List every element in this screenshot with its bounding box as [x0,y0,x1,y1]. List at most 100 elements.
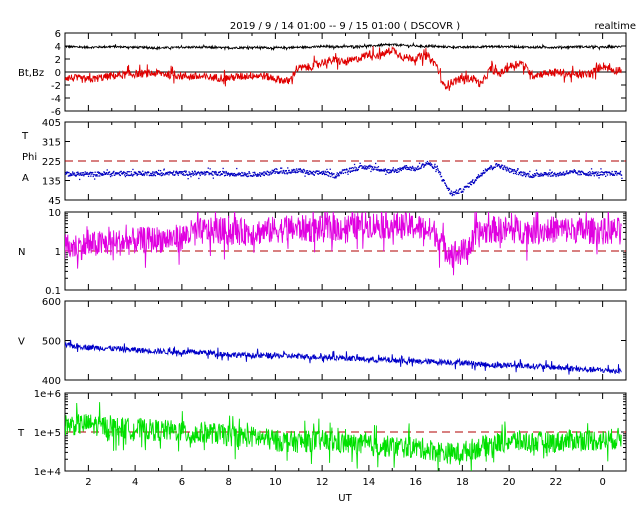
data-point [208,172,210,174]
data-point [460,188,462,190]
data-point [446,185,448,188]
data-point [467,186,469,188]
data-point [115,172,117,174]
data-point [252,171,254,174]
y-axis-label: T [17,428,25,439]
data-point [356,169,358,171]
data-point [567,173,569,175]
data-point [500,166,502,168]
data-point [307,172,309,174]
data-point [619,172,621,174]
data-point [485,169,487,171]
data-point [549,175,552,177]
data-point [523,173,525,175]
data-point [246,175,249,178]
data-point [139,171,142,173]
data-point [439,172,442,174]
data-point [434,166,437,168]
data-point [171,172,173,174]
data-point [167,171,170,173]
data-point [92,175,94,178]
data-point [449,193,452,195]
data-point [223,175,226,177]
data-point [523,174,525,176]
data-point [529,175,531,177]
data-point [547,173,550,175]
data-point [237,174,239,176]
data-point [259,175,262,177]
data-point [604,171,606,173]
data-point [276,168,278,171]
data-point [295,171,297,173]
x-tick-label: 16 [409,477,422,488]
data-point [252,175,254,177]
data-point [274,172,276,174]
data-point [455,192,457,195]
data-point [195,172,197,174]
data-point [244,172,246,174]
data-point [342,172,344,174]
data-point [331,172,333,174]
data-point [175,172,177,174]
data-point [601,174,603,176]
data-point [330,173,332,175]
x-tick-label: 6 [179,477,185,488]
data-point [403,166,406,168]
data-point [100,173,102,175]
data-point [275,168,277,170]
data-point [490,166,492,168]
data-point [168,174,170,176]
data-point [329,168,331,170]
data-point [89,173,91,175]
data-point [335,177,337,179]
data-point [240,175,243,177]
data-point [280,170,282,172]
data-point [558,172,560,174]
data-point [344,168,346,171]
data-point [458,189,460,191]
data-point [566,170,568,172]
data-point [105,173,107,175]
data-point [339,172,341,174]
data-point [153,174,156,176]
data-point [224,172,226,174]
data-point [235,175,237,177]
data-point [154,172,156,174]
data-point [328,172,330,174]
data-point [321,171,323,173]
data-point [106,172,108,174]
data-point [277,172,279,174]
data-point [367,165,370,167]
data-point [471,180,473,182]
data-point [313,174,315,176]
data-point [410,169,412,171]
data-point [399,167,401,169]
data-point [288,169,290,172]
data-point [188,174,190,176]
data-point [183,174,185,176]
data-point [349,171,351,173]
data-point [515,170,517,172]
y-tick-label: 405 [42,118,61,129]
data-point [621,177,623,179]
data-point [485,170,487,172]
data-point [144,173,146,175]
data-point [331,173,334,175]
data-point [162,174,164,176]
data-point [109,174,111,176]
data-point [431,164,433,166]
data-point [163,168,165,170]
chart-title: 2019 / 9 / 14 01:00 -- 9 / 15 01:00 ( DS… [230,21,460,32]
data-point [128,171,130,173]
data-point [576,172,579,174]
data-point [326,171,329,173]
data-point [354,166,356,168]
data-point [245,175,248,177]
x-axis-label: UT [338,493,352,504]
data-point [375,169,378,171]
data-point [301,171,303,173]
data-point [266,173,268,175]
data-point [189,172,191,174]
data-point [487,168,489,170]
data-point [587,174,589,176]
